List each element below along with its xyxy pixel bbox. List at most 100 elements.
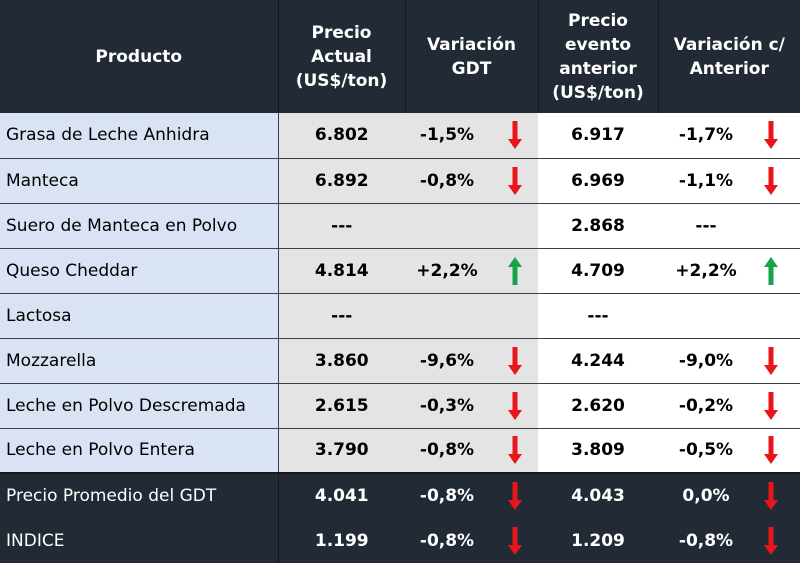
variation-gdt-value: -0,8%	[419, 440, 475, 461]
table-row: Leche en Polvo Entera 3.790 -0,8% 3.809 -0,5…	[0, 428, 800, 474]
price-previous: 4.043	[538, 472, 658, 518]
summary-row: INDICE 1.199 -0,8% 1.209 -0,8%	[0, 518, 800, 563]
product-name: Queso Cheddar	[0, 248, 279, 294]
price-previous: 2.868	[538, 203, 658, 249]
arrow-down-icon	[764, 436, 778, 465]
product-name: Precio Promedio del GDT	[0, 472, 279, 518]
table-row: Grasa de Leche Anhidra 6.802 -1,5% 6.917 -1,…	[0, 113, 800, 159]
header-price-prev: Precio evento anterior (US$/ton)	[538, 0, 659, 113]
variation-previous-cell: -0,2%	[658, 383, 800, 429]
price-current: 6.802	[278, 113, 405, 159]
product-name: Mozzarella	[0, 338, 279, 384]
price-previous: 6.917	[538, 113, 658, 159]
variation-previous-value: -0,5%	[678, 440, 734, 461]
price-previous: 2.620	[538, 383, 658, 429]
variation-previous-cell: -1,1%	[658, 158, 800, 204]
variation-gdt-value: -9,6%	[419, 350, 475, 371]
variation-previous-value: ---	[695, 215, 717, 236]
arrow-down-icon	[508, 391, 522, 420]
price-current: ---	[278, 293, 405, 339]
table-row: Leche en Polvo Descremada 2.615 -0,3% 2.620…	[0, 383, 800, 429]
arrow-up-icon	[508, 256, 522, 285]
variation-previous-cell: -9,0%	[658, 338, 800, 384]
variation-gdt-value: +2,2%	[416, 260, 478, 281]
table-row: Manteca 6.892 -0,8% 6.969 -1,1%	[0, 158, 800, 204]
price-previous: 3.809	[538, 428, 658, 474]
variation-gdt-value: -0,8%	[419, 530, 475, 551]
variation-previous-cell: -0,5%	[658, 428, 800, 474]
product-name: Suero de Manteca en Polvo	[0, 203, 279, 249]
variation-gdt-cell: -0,8%	[405, 518, 538, 563]
variation-gdt-value: -0,8%	[419, 170, 475, 191]
table-row: Lactosa --- ---	[0, 293, 800, 339]
arrow-down-icon	[508, 121, 522, 150]
arrow-down-icon	[508, 346, 522, 375]
price-current: ---	[278, 203, 405, 249]
variation-previous-value: -0,8%	[678, 530, 734, 551]
variation-gdt-cell: -1,5%	[405, 113, 538, 159]
variation-previous-cell: -0,8%	[658, 518, 800, 563]
table-row: Mozzarella 3.860 -9,6% 4.244 -9,0%	[0, 338, 800, 384]
arrow-down-icon	[508, 482, 522, 510]
variation-gdt-cell: -0,8%	[405, 472, 538, 518]
variation-previous-cell: ---	[658, 203, 800, 249]
arrow-down-icon	[764, 391, 778, 420]
variation-previous-value: -9,0%	[678, 350, 734, 371]
variation-previous-cell: +2,2%	[658, 248, 800, 294]
price-current: 4.814	[278, 248, 405, 294]
product-name: Leche en Polvo Descremada	[0, 383, 279, 429]
header-var-gdt: Variación GDT	[405, 0, 539, 113]
arrow-down-icon	[764, 346, 778, 375]
arrow-down-icon	[508, 166, 522, 195]
price-current: 3.860	[278, 338, 405, 384]
arrow-up-icon	[764, 256, 778, 285]
header-price-current: Precio Actual (US$/ton)	[278, 0, 406, 113]
variation-gdt-cell: -9,6%	[405, 338, 538, 384]
variation-gdt-cell: +2,2%	[405, 248, 538, 294]
table-row: Suero de Manteca en Polvo --- 2.868 ---	[0, 203, 800, 249]
variation-gdt-cell	[405, 293, 538, 339]
variation-previous-cell	[658, 293, 800, 339]
price-current: 6.892	[278, 158, 405, 204]
variation-previous-value: +2,2%	[675, 260, 737, 281]
table-row: Queso Cheddar 4.814 +2,2% 4.709 +2,2%	[0, 248, 800, 294]
variation-previous-value: -1,7%	[678, 125, 734, 146]
price-current: 1.199	[278, 518, 405, 563]
variation-gdt-cell: -0,8%	[405, 428, 538, 474]
product-name: Manteca	[0, 158, 279, 204]
variation-previous-value: -1,1%	[678, 170, 734, 191]
variation-gdt-cell: -0,3%	[405, 383, 538, 429]
variation-previous-cell: 0,0%	[658, 472, 800, 518]
arrow-down-icon	[764, 121, 778, 150]
variation-gdt-value: -0,8%	[419, 486, 475, 506]
variation-gdt-cell: -0,8%	[405, 158, 538, 204]
variation-previous-value: -0,2%	[678, 395, 734, 416]
arrow-down-icon	[764, 166, 778, 195]
arrow-down-icon	[508, 436, 522, 465]
variation-gdt-value: -1,5%	[419, 125, 475, 146]
product-name: INDICE	[0, 518, 279, 563]
header-row: Producto Precio Actual (US$/ton) Variaci…	[0, 0, 800, 113]
arrow-down-icon	[508, 526, 522, 555]
arrow-down-icon	[764, 526, 778, 555]
product-name: Leche en Polvo Entera	[0, 428, 279, 474]
summary-row: Precio Promedio del GDT 4.041 -0,8% 4.043 0,…	[0, 472, 800, 518]
variation-previous-cell: -1,7%	[658, 113, 800, 159]
product-name: Lactosa	[0, 293, 279, 339]
price-previous: ---	[538, 293, 658, 339]
header-var-prev: Variación c/ Anterior	[673, 34, 785, 79]
price-previous: 4.244	[538, 338, 658, 384]
variation-gdt-value: -0,3%	[419, 395, 475, 416]
arrow-down-icon	[764, 482, 778, 510]
product-name: Grasa de Leche Anhidra	[0, 113, 279, 159]
variation-gdt-cell	[405, 203, 538, 249]
header-product: Producto	[0, 0, 279, 113]
price-previous: 1.209	[538, 518, 658, 563]
price-current: 2.615	[278, 383, 405, 429]
price-previous: 6.969	[538, 158, 658, 204]
price-current: 3.790	[278, 428, 405, 474]
price-current: 4.041	[278, 472, 405, 518]
price-previous: 4.709	[538, 248, 658, 294]
variation-previous-value: 0,0%	[682, 486, 730, 506]
